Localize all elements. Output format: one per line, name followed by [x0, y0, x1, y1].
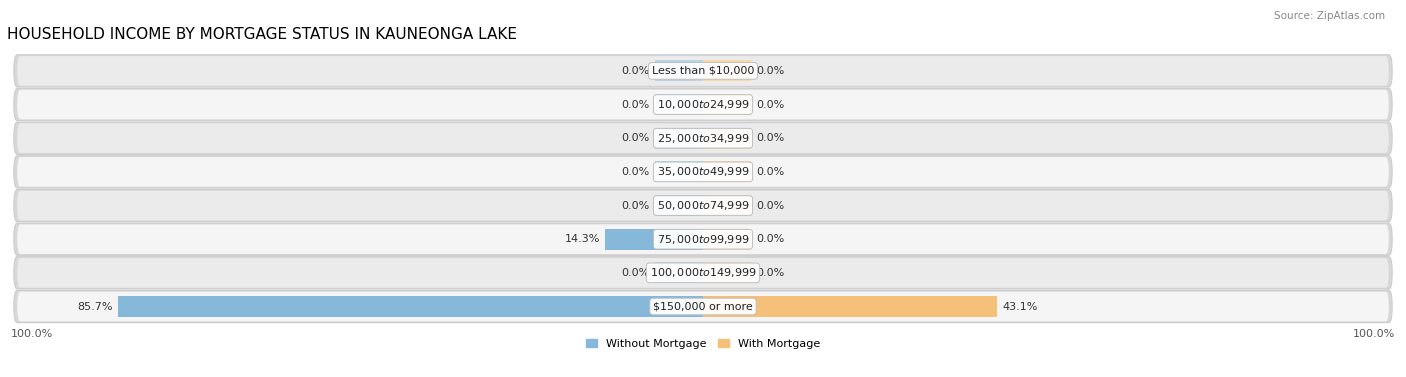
Bar [655, 195, 703, 216]
FancyBboxPatch shape [14, 189, 1392, 222]
Text: $50,000 to $74,999: $50,000 to $74,999 [657, 199, 749, 212]
FancyBboxPatch shape [14, 55, 1392, 87]
Text: $75,000 to $99,999: $75,000 to $99,999 [657, 233, 749, 246]
Text: 100.0%: 100.0% [10, 329, 52, 339]
Text: 0.0%: 0.0% [756, 133, 785, 143]
Bar [703, 296, 997, 317]
Text: 0.0%: 0.0% [621, 133, 650, 143]
FancyBboxPatch shape [14, 156, 1392, 188]
Text: 0.0%: 0.0% [756, 100, 785, 110]
Text: 0.0%: 0.0% [756, 201, 785, 210]
FancyBboxPatch shape [14, 290, 1392, 323]
Bar [655, 262, 703, 283]
FancyBboxPatch shape [17, 292, 1389, 321]
Text: $35,000 to $49,999: $35,000 to $49,999 [657, 166, 749, 178]
FancyBboxPatch shape [17, 123, 1389, 153]
Text: 0.0%: 0.0% [756, 234, 785, 244]
FancyBboxPatch shape [14, 223, 1392, 255]
FancyBboxPatch shape [17, 258, 1389, 288]
Text: 0.0%: 0.0% [621, 268, 650, 278]
Bar [703, 195, 751, 216]
Text: 100.0%: 100.0% [1354, 329, 1396, 339]
Text: Source: ZipAtlas.com: Source: ZipAtlas.com [1274, 11, 1385, 21]
FancyBboxPatch shape [17, 224, 1389, 254]
Text: $100,000 to $149,999: $100,000 to $149,999 [650, 267, 756, 279]
Text: 0.0%: 0.0% [621, 100, 650, 110]
Text: $25,000 to $34,999: $25,000 to $34,999 [657, 132, 749, 145]
Text: 0.0%: 0.0% [756, 167, 785, 177]
Bar [655, 94, 703, 115]
FancyBboxPatch shape [17, 56, 1389, 86]
Bar [703, 229, 751, 250]
Text: 14.3%: 14.3% [565, 234, 600, 244]
Text: Less than $10,000: Less than $10,000 [652, 66, 754, 76]
Bar [118, 296, 703, 317]
FancyBboxPatch shape [14, 88, 1392, 121]
Bar [703, 128, 751, 149]
Text: $150,000 or more: $150,000 or more [654, 302, 752, 311]
Bar [655, 128, 703, 149]
FancyBboxPatch shape [17, 191, 1389, 220]
Bar [703, 262, 751, 283]
FancyBboxPatch shape [17, 90, 1389, 120]
FancyBboxPatch shape [14, 122, 1392, 154]
Text: $10,000 to $24,999: $10,000 to $24,999 [657, 98, 749, 111]
Bar [703, 161, 751, 182]
Legend: Without Mortgage, With Mortgage: Without Mortgage, With Mortgage [586, 339, 820, 349]
Text: 0.0%: 0.0% [621, 167, 650, 177]
FancyBboxPatch shape [17, 157, 1389, 187]
Text: 0.0%: 0.0% [621, 201, 650, 210]
Text: 0.0%: 0.0% [756, 66, 785, 76]
Bar [703, 60, 751, 81]
FancyBboxPatch shape [14, 257, 1392, 289]
Text: 85.7%: 85.7% [77, 302, 112, 311]
Text: 0.0%: 0.0% [621, 66, 650, 76]
Text: 0.0%: 0.0% [756, 268, 785, 278]
Bar [655, 60, 703, 81]
Bar [703, 94, 751, 115]
Text: 43.1%: 43.1% [1002, 302, 1038, 311]
Bar [655, 161, 703, 182]
Text: HOUSEHOLD INCOME BY MORTGAGE STATUS IN KAUNEONGA LAKE: HOUSEHOLD INCOME BY MORTGAGE STATUS IN K… [7, 27, 517, 42]
Bar [606, 229, 703, 250]
